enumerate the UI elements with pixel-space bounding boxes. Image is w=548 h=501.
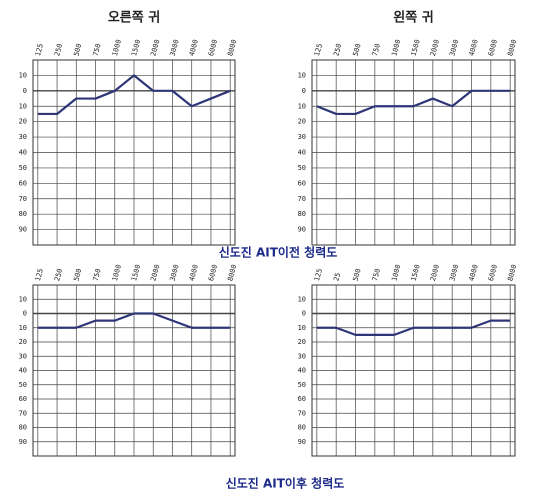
- y-tick-label: 10: [19, 102, 27, 110]
- caption: 신도진 AIT이후 청력도: [226, 476, 345, 491]
- x-tick-label: 4000: [468, 264, 480, 282]
- y-tick-label: 0: [23, 87, 27, 95]
- y-tick-label: 80: [298, 424, 306, 432]
- y-tick-label: 60: [298, 395, 306, 403]
- y-tick-label: 10: [298, 324, 306, 332]
- y-tick-label: 90: [298, 226, 306, 234]
- hearing-line: [316, 319, 511, 336]
- x-tick-label: 500: [352, 268, 363, 282]
- x-tick-label: 250: [53, 268, 64, 282]
- x-tick-label: 2000: [429, 264, 441, 282]
- y-tick-label: 30: [298, 352, 306, 360]
- x-tick-label: 4000: [188, 39, 200, 57]
- x-tick-label: 8000: [226, 264, 238, 282]
- y-tick-label: 10: [19, 295, 27, 303]
- y-tick-label: 0: [302, 310, 306, 318]
- y-tick-label: 40: [298, 149, 306, 157]
- y-tick-label: 80: [19, 210, 27, 218]
- hearing-line: [37, 312, 231, 329]
- y-tick-label: 40: [298, 367, 306, 375]
- y-tick-label: 60: [19, 179, 27, 187]
- x-tick-label: 1000: [111, 39, 123, 57]
- y-tick-label: 80: [298, 210, 306, 218]
- x-tick-label: 2000: [429, 39, 441, 57]
- caption: 신도진 AIT이전 청력도: [219, 245, 338, 260]
- y-tick-label: 50: [19, 164, 27, 172]
- x-tick-label: 1500: [410, 39, 422, 57]
- x-tick-label: 1000: [111, 264, 123, 282]
- y-tick-label: 70: [19, 409, 27, 417]
- x-tick-label: 3000: [448, 39, 460, 57]
- x-tick-label: 750: [92, 268, 103, 282]
- x-tick-label: 1500: [410, 264, 422, 282]
- y-tick-label: 50: [19, 381, 27, 389]
- y-tick-label: 50: [298, 164, 306, 172]
- x-tick-label: 125: [313, 268, 324, 282]
- chart-title: 왼쪽 귀: [393, 10, 433, 26]
- x-tick-label: 750: [92, 43, 103, 57]
- y-tick-label: 40: [19, 367, 27, 375]
- y-tick-label: 30: [298, 133, 306, 141]
- x-tick-label: 2000: [149, 264, 161, 282]
- x-tick-label: 1500: [130, 264, 142, 282]
- x-tick-label: 500: [352, 43, 363, 57]
- x-tick-label: 6000: [207, 264, 219, 282]
- x-tick-label: 1500: [130, 39, 142, 57]
- y-tick-label: 40: [19, 149, 27, 157]
- x-tick-label: 2000: [149, 39, 161, 57]
- y-tick-label: 90: [19, 226, 27, 234]
- y-tick-label: 20: [19, 338, 27, 346]
- y-tick-label: 30: [19, 352, 27, 360]
- x-tick-label: 750: [371, 268, 382, 282]
- x-tick-label: 8000: [506, 264, 518, 282]
- x-tick-label: 250: [332, 43, 343, 57]
- y-tick-label: 10: [298, 295, 306, 303]
- x-tick-label: 125: [34, 268, 45, 282]
- y-tick-label: 20: [19, 118, 27, 126]
- x-tick-label: 500: [72, 43, 83, 57]
- y-tick-label: 10: [19, 71, 27, 79]
- y-tick-label: 70: [298, 195, 306, 203]
- x-tick-label: 3000: [169, 39, 181, 57]
- x-tick-label: 4000: [188, 264, 200, 282]
- x-tick-label: 25: [332, 272, 342, 282]
- y-tick-label: 20: [298, 338, 306, 346]
- y-tick-label: 10: [298, 71, 306, 79]
- x-tick-label: 1000: [390, 39, 402, 57]
- x-tick-label: 3000: [169, 264, 181, 282]
- x-tick-label: 6000: [487, 264, 499, 282]
- y-tick-label: 90: [19, 438, 27, 446]
- x-tick-label: 125: [313, 43, 324, 57]
- x-tick-label: 8000: [506, 39, 518, 57]
- y-tick-label: 60: [298, 179, 306, 187]
- y-tick-label: 80: [19, 424, 27, 432]
- x-tick-label: 6000: [487, 39, 499, 57]
- x-tick-label: 250: [53, 43, 64, 57]
- y-tick-label: 70: [298, 409, 306, 417]
- y-tick-label: 60: [19, 395, 27, 403]
- y-tick-label: 30: [19, 133, 27, 141]
- y-tick-label: 10: [19, 324, 27, 332]
- y-tick-label: 0: [23, 310, 27, 318]
- y-tick-label: 90: [298, 438, 306, 446]
- y-tick-label: 20: [298, 118, 306, 126]
- x-tick-label: 8000: [226, 39, 238, 57]
- x-tick-label: 6000: [207, 39, 219, 57]
- chart-title: 오른쪽 귀: [108, 10, 160, 26]
- x-tick-label: 125: [34, 43, 45, 57]
- y-tick-label: 0: [302, 87, 306, 95]
- x-tick-label: 500: [72, 268, 83, 282]
- hearing-line: [37, 74, 231, 116]
- x-tick-label: 1000: [390, 264, 402, 282]
- x-tick-label: 3000: [448, 264, 460, 282]
- y-tick-label: 50: [298, 381, 306, 389]
- hearing-line: [316, 89, 511, 116]
- y-tick-label: 10: [298, 102, 306, 110]
- x-tick-label: 750: [371, 43, 382, 57]
- x-tick-label: 4000: [468, 39, 480, 57]
- y-tick-label: 70: [19, 195, 27, 203]
